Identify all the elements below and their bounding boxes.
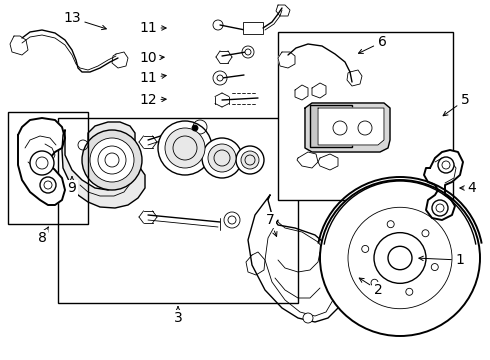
Circle shape bbox=[303, 313, 313, 323]
Ellipse shape bbox=[387, 221, 394, 228]
Text: 11: 11 bbox=[139, 21, 166, 35]
Circle shape bbox=[158, 121, 212, 175]
Ellipse shape bbox=[374, 233, 426, 283]
Text: 1: 1 bbox=[419, 253, 465, 267]
Circle shape bbox=[90, 138, 134, 182]
Polygon shape bbox=[18, 118, 65, 205]
Polygon shape bbox=[265, 220, 336, 316]
Polygon shape bbox=[276, 5, 290, 16]
Bar bbox=[8, 112, 88, 224]
Text: 6: 6 bbox=[359, 35, 387, 53]
Polygon shape bbox=[246, 252, 265, 275]
Circle shape bbox=[36, 157, 48, 169]
Ellipse shape bbox=[320, 180, 480, 336]
Text: 2: 2 bbox=[359, 278, 382, 297]
Circle shape bbox=[436, 204, 444, 212]
Text: 7: 7 bbox=[266, 213, 277, 237]
Circle shape bbox=[438, 157, 454, 173]
Text: 5: 5 bbox=[443, 93, 469, 116]
Polygon shape bbox=[248, 195, 342, 322]
Circle shape bbox=[192, 125, 198, 131]
Circle shape bbox=[333, 121, 347, 135]
Circle shape bbox=[442, 161, 450, 169]
Polygon shape bbox=[297, 152, 318, 168]
Polygon shape bbox=[424, 150, 463, 220]
Polygon shape bbox=[62, 122, 145, 208]
Polygon shape bbox=[112, 52, 128, 68]
Circle shape bbox=[245, 49, 251, 55]
Circle shape bbox=[432, 200, 448, 216]
Ellipse shape bbox=[388, 246, 412, 270]
Polygon shape bbox=[305, 103, 390, 152]
Circle shape bbox=[165, 128, 205, 168]
Polygon shape bbox=[295, 85, 308, 100]
Circle shape bbox=[358, 121, 372, 135]
Text: 13: 13 bbox=[63, 11, 106, 30]
Ellipse shape bbox=[406, 288, 413, 295]
Bar bbox=[243, 22, 263, 34]
Polygon shape bbox=[312, 83, 326, 98]
Polygon shape bbox=[10, 36, 28, 55]
Bar bbox=[58, 118, 298, 303]
Circle shape bbox=[202, 138, 242, 178]
Text: 9: 9 bbox=[68, 176, 76, 195]
Text: 10: 10 bbox=[139, 51, 164, 65]
Polygon shape bbox=[347, 70, 362, 86]
Polygon shape bbox=[318, 154, 338, 170]
Circle shape bbox=[30, 151, 54, 175]
Bar bbox=[310, 105, 352, 147]
Ellipse shape bbox=[371, 279, 378, 286]
Ellipse shape bbox=[362, 246, 369, 252]
Text: 12: 12 bbox=[139, 93, 166, 107]
Polygon shape bbox=[278, 52, 295, 68]
Ellipse shape bbox=[431, 264, 438, 271]
Text: 3: 3 bbox=[173, 307, 182, 325]
Circle shape bbox=[241, 151, 259, 169]
Circle shape bbox=[82, 130, 142, 190]
Circle shape bbox=[236, 146, 264, 174]
Text: 4: 4 bbox=[460, 181, 476, 195]
Ellipse shape bbox=[422, 230, 429, 237]
Polygon shape bbox=[318, 108, 384, 145]
Circle shape bbox=[105, 153, 119, 167]
Text: 8: 8 bbox=[38, 227, 49, 245]
Text: 11: 11 bbox=[139, 71, 166, 85]
Circle shape bbox=[208, 144, 236, 172]
Bar bbox=[278, 32, 453, 200]
Circle shape bbox=[217, 75, 223, 81]
